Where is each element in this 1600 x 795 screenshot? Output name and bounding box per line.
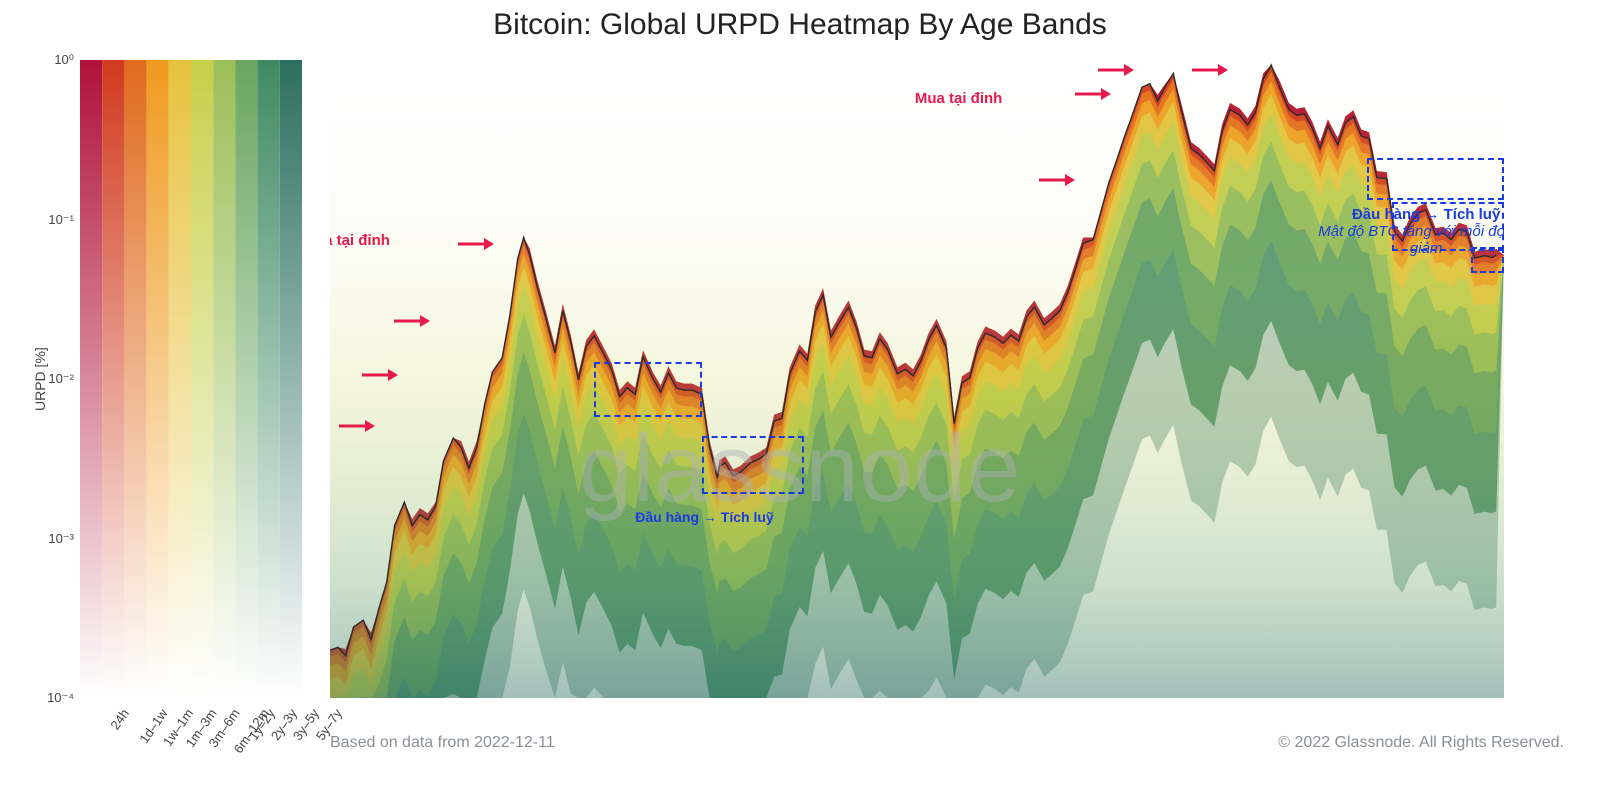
legend-ylabel: URPD [%] <box>32 347 48 411</box>
arrow-icon <box>1039 172 1075 188</box>
legend-ytick: 10⁻³ <box>48 531 80 547</box>
legend-ytick: 10⁰ <box>54 52 80 68</box>
annotation-red: Mua tại đỉnh <box>915 90 1003 107</box>
plot-area: glassnode 201720182019202020212022$1k$10… <box>330 60 1504 698</box>
highlight-box <box>1367 158 1504 200</box>
legend-panel: 10⁰10⁻¹10⁻²10⁻³10⁻⁴URPD [%]24h1d–1w1w–1m… <box>80 60 302 698</box>
highlight-box <box>1392 202 1504 251</box>
annotation-red: Mua tại đỉnh <box>330 232 390 249</box>
arrow-icon <box>458 236 494 252</box>
arrow-icon <box>1192 62 1228 78</box>
chart-title: Bitcoin: Global URPD Heatmap By Age Band… <box>0 8 1600 42</box>
arrow-icon <box>362 367 398 383</box>
highlight-box <box>1471 247 1504 273</box>
legend-ytick: 10⁻² <box>48 371 80 387</box>
arrow-icon <box>394 313 430 329</box>
plot-svg <box>330 60 1504 698</box>
arrow-icon <box>339 418 375 434</box>
chart-root: Bitcoin: Global URPD Heatmap By Age Band… <box>0 0 1600 795</box>
legend-ytick: 10⁻⁴ <box>47 690 80 706</box>
footer-right: © 2022 Glassnode. All Rights Reserved. <box>1278 734 1564 752</box>
annotation-blue: Đầu hàng → Tích luỹ <box>635 509 773 525</box>
highlight-box <box>702 436 804 494</box>
arrow-icon <box>1075 86 1111 102</box>
legend-category: 24h <box>107 706 132 732</box>
legend-svg <box>80 60 302 698</box>
legend-ytick: 10⁻¹ <box>48 212 80 228</box>
highlight-box <box>594 362 702 417</box>
footer-left: Based on data from 2022-12-11 <box>330 734 555 752</box>
arrow-icon <box>1098 62 1134 78</box>
